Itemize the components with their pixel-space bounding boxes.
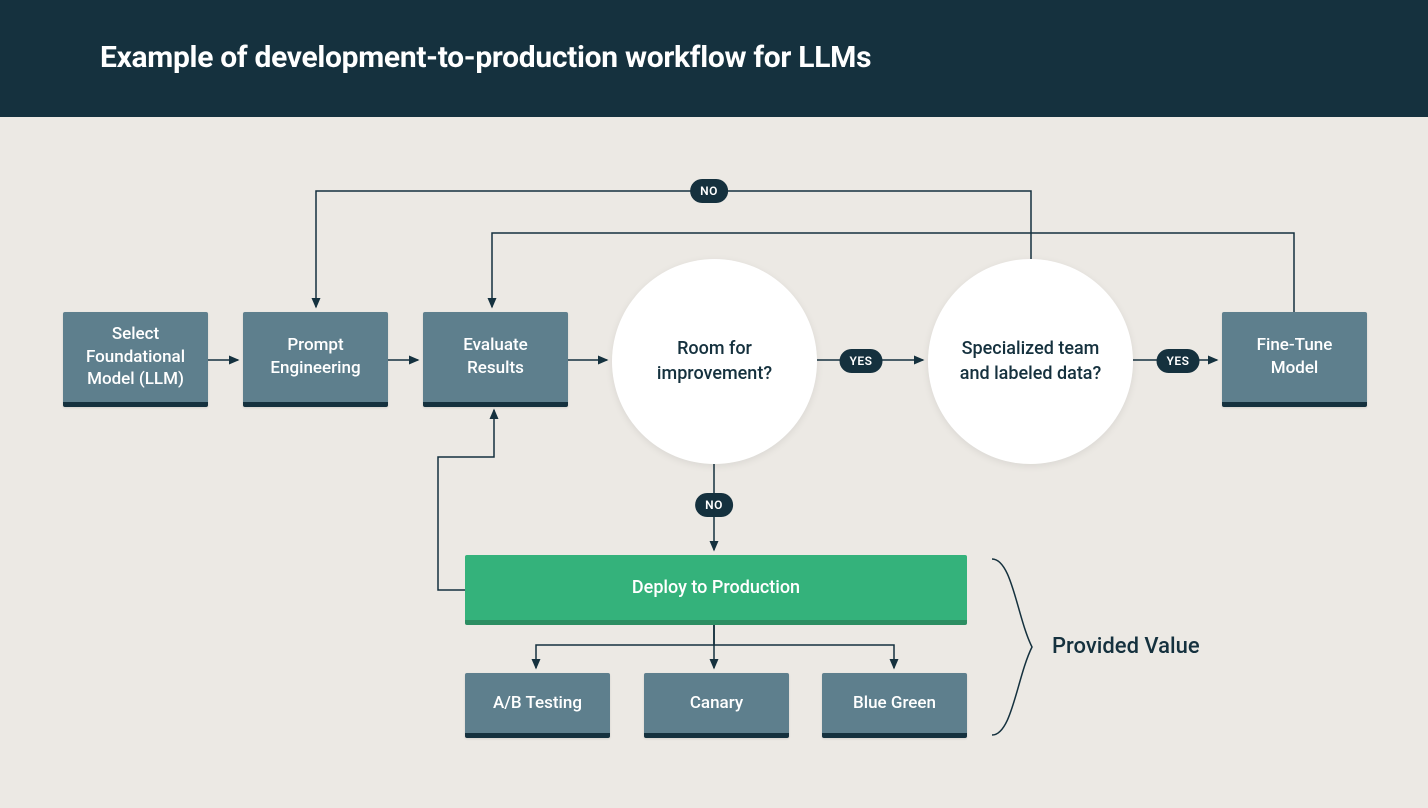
flowchart-canvas: Select Foundational Model (LLM) Prompt E… — [0, 117, 1428, 807]
pill-yes-mid: YES — [840, 349, 883, 373]
node-evaluate-results: Evaluate Results — [423, 312, 568, 407]
edge-deploy-to-bluegreen — [714, 625, 894, 668]
node-label: Prompt Engineering — [253, 334, 378, 380]
bracket-provided-value — [992, 559, 1032, 735]
node-fine-tune: Fine-Tune Model — [1222, 312, 1367, 407]
annotation-label: Provided Value — [1052, 634, 1200, 659]
node-label: Select Foundational Model (LLM) — [73, 323, 198, 392]
pill-yes-right: YES — [1157, 349, 1200, 373]
node-room-for-improvement: Room for improvement? — [612, 259, 817, 464]
annotation-provided-value: Provided Value — [1052, 634, 1200, 659]
page-title: Example of development-to-production wor… — [100, 40, 1328, 75]
node-deploy-production: Deploy to Production — [465, 555, 967, 625]
node-label: A/B Testing — [493, 692, 582, 715]
node-label: Specialized team and labeled data? — [950, 337, 1111, 386]
node-label: Deploy to Production — [632, 577, 800, 598]
node-specialized-team: Specialized team and labeled data? — [928, 259, 1133, 464]
node-blue-green: Blue Green — [822, 673, 967, 738]
pill-label: YES — [1167, 354, 1190, 368]
pill-label: NO — [705, 498, 723, 512]
node-select-model: Select Foundational Model (LLM) — [63, 312, 208, 407]
pill-no-top: NO — [690, 179, 728, 203]
node-ab-testing: A/B Testing — [465, 673, 610, 738]
node-label: Fine-Tune Model — [1232, 334, 1357, 380]
pill-label: NO — [700, 184, 718, 198]
edge-finetune-to-evaluate — [492, 233, 1294, 312]
header-bar: Example of development-to-production wor… — [0, 0, 1428, 117]
node-prompt-engineering: Prompt Engineering — [243, 312, 388, 407]
node-label: Blue Green — [853, 692, 936, 715]
node-label: Evaluate Results — [433, 334, 558, 380]
pill-label: YES — [850, 354, 873, 368]
edge-deploy-to-ab — [536, 625, 714, 668]
pill-no-down: NO — [695, 493, 733, 517]
node-canary: Canary — [644, 673, 789, 738]
node-label: Canary — [690, 692, 743, 715]
node-label: Room for improvement? — [634, 337, 795, 386]
